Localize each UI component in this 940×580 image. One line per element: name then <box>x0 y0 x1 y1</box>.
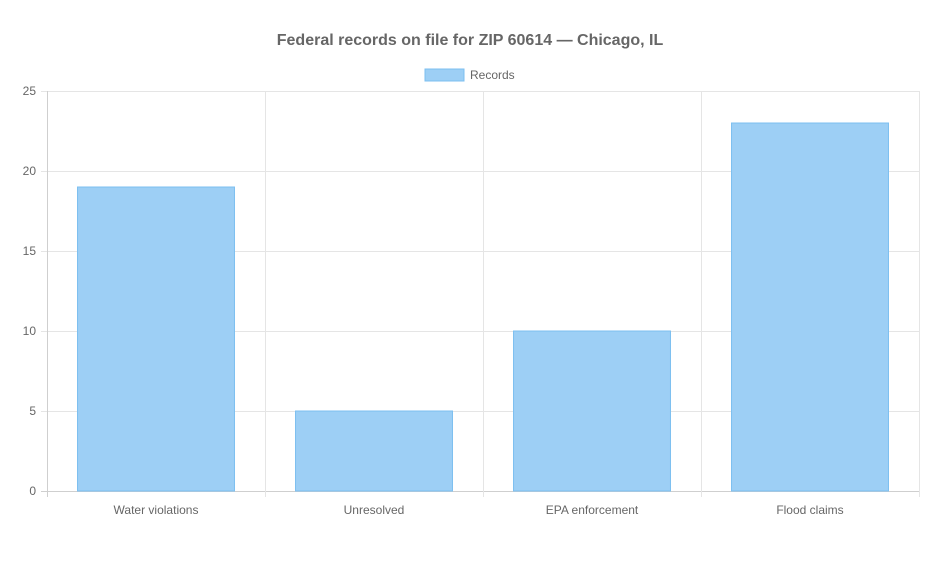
legend[interactable]: Records <box>424 68 515 82</box>
y-tick-label: 25 <box>23 84 37 98</box>
y-tick-label: 20 <box>23 164 37 178</box>
y-tick-label: 0 <box>29 484 36 498</box>
x-category-label: Flood claims <box>776 503 843 517</box>
x-category-label: Unresolved <box>344 503 405 517</box>
legend-label: Records <box>470 68 515 82</box>
bar[interactable] <box>77 186 235 492</box>
bars <box>77 122 889 492</box>
y-axis-ticks: 0 5 10 15 20 25 <box>23 84 37 498</box>
chart-title: Federal records on file for ZIP 60614 — … <box>277 32 664 49</box>
bar[interactable] <box>731 122 889 492</box>
bar[interactable] <box>513 330 671 492</box>
y-tick-label: 10 <box>23 324 37 338</box>
y-tick-label: 5 <box>29 404 36 418</box>
bar[interactable] <box>295 410 453 492</box>
x-axis-labels: Water violations Unresolved EPA enforcemen… <box>114 503 844 517</box>
y-tick-label: 15 <box>23 244 37 258</box>
legend-swatch <box>424 68 465 82</box>
x-category-label: Water violations <box>114 503 199 517</box>
x-category-label: EPA enforcement <box>546 503 639 517</box>
